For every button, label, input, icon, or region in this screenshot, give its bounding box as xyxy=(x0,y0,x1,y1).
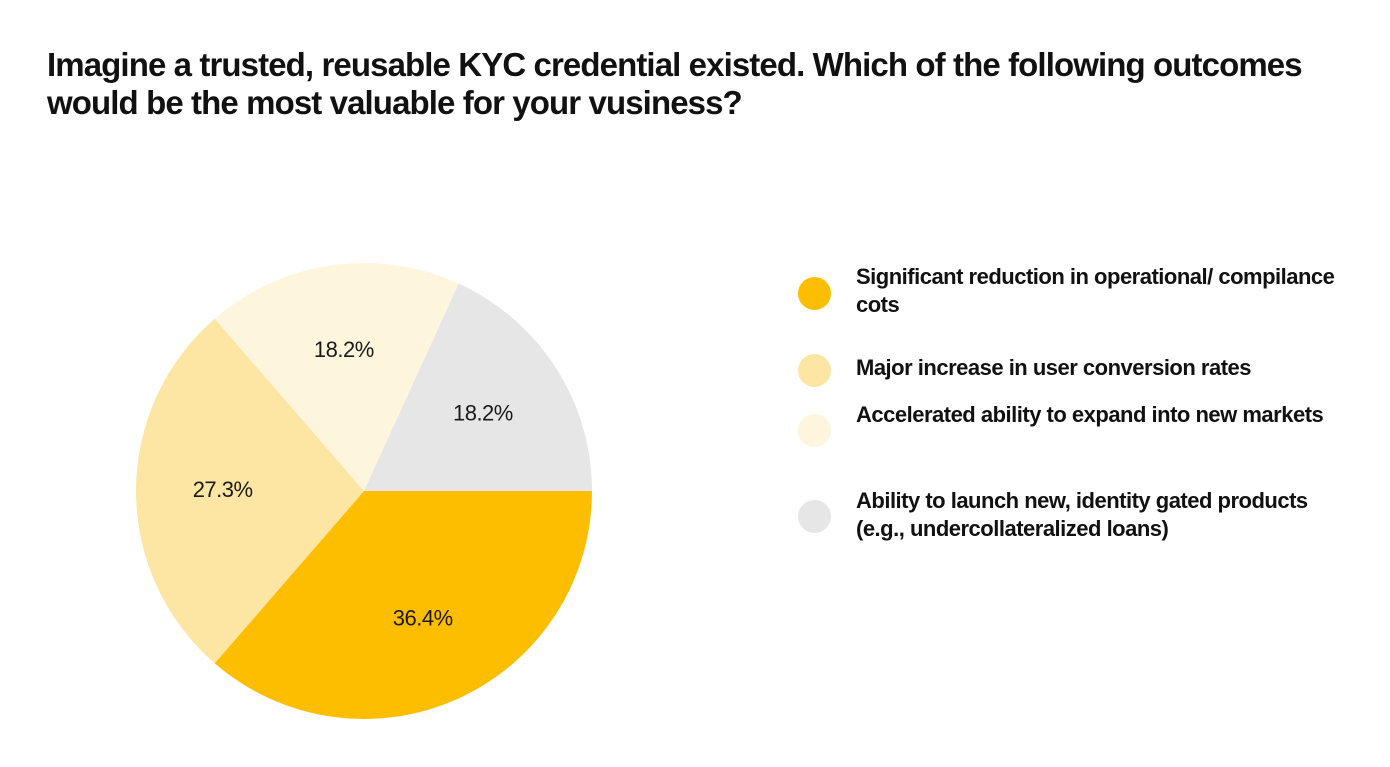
legend-label: Major increase in user conversion rates xyxy=(856,355,1252,380)
pie-label-user-conversion: 27.3% xyxy=(193,477,253,502)
legend-swatch xyxy=(798,500,831,533)
legend-swatch xyxy=(798,414,831,447)
pie-slice-operational-costs xyxy=(214,491,592,719)
pie-slice-identity-gated-products xyxy=(364,283,592,491)
legend-label: Accelerated ability to expand into new m… xyxy=(856,402,1324,427)
pie-slice-user-conversion xyxy=(136,318,364,664)
pie-label-operational-costs: 36.4% xyxy=(393,605,453,630)
pie-label-expand-markets: 18.2% xyxy=(314,337,374,362)
legend-swatch xyxy=(798,354,831,387)
legend-label: Significant reduction in operational/ co… xyxy=(856,264,1335,317)
legend-label: Ability to launch new, identity gated pr… xyxy=(856,488,1308,541)
pie-slice-expand-markets xyxy=(214,262,459,491)
pie-label-identity-gated-products: 18.2% xyxy=(453,400,513,425)
chart-title: Imagine a trusted, reusable KYC credenti… xyxy=(47,46,1303,121)
legend-swatch xyxy=(798,277,831,310)
